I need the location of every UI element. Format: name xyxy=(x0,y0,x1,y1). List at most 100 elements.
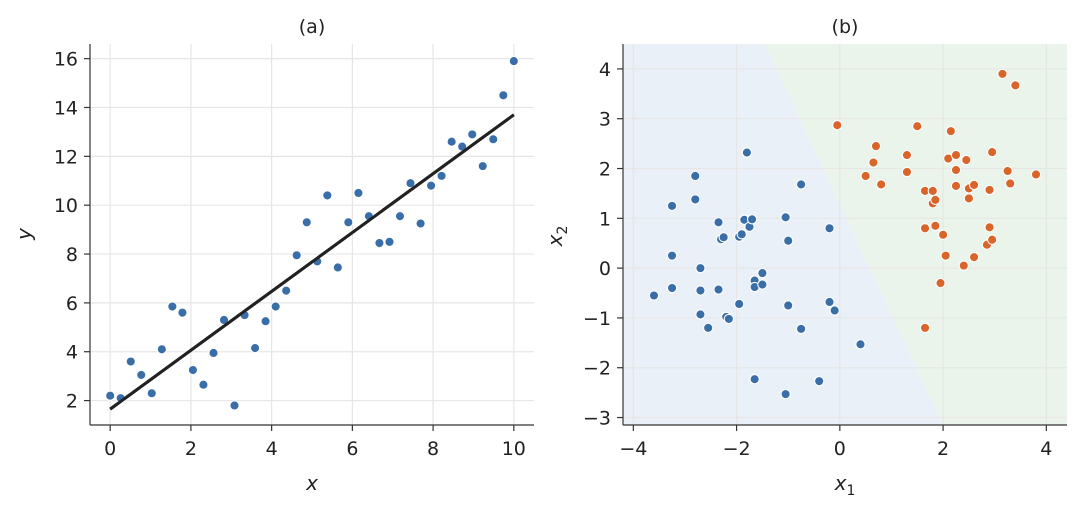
class0-region xyxy=(623,44,944,425)
panel-a-y-tick-label: 4 xyxy=(66,342,78,364)
panel-b-marks xyxy=(648,68,1042,400)
class0-point xyxy=(814,376,825,387)
panel-a-x-tick-label: 6 xyxy=(346,438,358,460)
panel-b-x-tick-label: −2 xyxy=(723,438,751,460)
class1-point xyxy=(912,121,923,132)
class0-point xyxy=(695,285,706,296)
data-point xyxy=(125,356,136,367)
class0-point xyxy=(734,298,745,310)
panel-b-x-tick-label: 2 xyxy=(937,438,949,460)
class1-point xyxy=(997,68,1008,80)
class1-point xyxy=(901,149,913,161)
class1-point xyxy=(919,322,931,334)
class1-point xyxy=(986,146,998,158)
panel-a-x-tick-label: 4 xyxy=(266,438,278,460)
class1-point xyxy=(930,194,941,206)
data-point xyxy=(270,301,281,312)
class0-point xyxy=(666,200,678,212)
class0-point xyxy=(703,322,714,334)
panel-b-title: (b) xyxy=(832,16,859,38)
data-point xyxy=(281,285,292,296)
data-point xyxy=(374,237,385,249)
class0-point xyxy=(829,305,840,316)
data-point xyxy=(105,390,116,401)
panel-b-y-tick-label: 1 xyxy=(599,208,611,230)
panel-a-y-tick-label: 12 xyxy=(54,146,78,168)
data-point xyxy=(436,170,447,182)
panel-b-y-tick-label: 2 xyxy=(599,159,611,181)
class1-point xyxy=(958,260,969,271)
panel-a-y-tick-label: 6 xyxy=(66,293,78,315)
class0-point xyxy=(824,296,835,308)
panel-b-y-tick-label: −2 xyxy=(583,358,611,380)
panel-a-y-axis-label: y xyxy=(12,227,36,241)
class0-point xyxy=(783,235,794,246)
panel-a-y-tick-label: 10 xyxy=(54,195,78,217)
panel-a-x-tick-label: 10 xyxy=(502,438,526,460)
data-point xyxy=(394,211,406,222)
class1-point xyxy=(927,185,938,197)
class1-point xyxy=(875,179,887,190)
panel-a-x-tick-label: 8 xyxy=(427,438,439,460)
data-point xyxy=(498,90,509,101)
class1-point xyxy=(961,154,972,166)
class0-point xyxy=(666,250,678,261)
class0-point xyxy=(736,229,747,240)
class1-point xyxy=(930,220,941,231)
panel-b-y-tick-label: 0 xyxy=(599,258,611,280)
data-point xyxy=(229,400,240,411)
class1-point xyxy=(1010,80,1021,91)
panel-b-decision-regions xyxy=(623,44,1067,425)
data-point xyxy=(446,136,457,147)
class1-point xyxy=(950,164,962,176)
data-point xyxy=(405,178,416,189)
class0-point xyxy=(713,284,724,295)
data-point xyxy=(208,347,219,359)
class0-point xyxy=(695,309,706,320)
data-point xyxy=(467,129,478,140)
class1-point xyxy=(963,193,975,204)
panel-a-x-axis-label: x xyxy=(305,471,318,495)
class0-point xyxy=(855,339,866,350)
data-point xyxy=(249,342,261,354)
panel-b-y-tick-label: 4 xyxy=(599,59,611,81)
class1-point xyxy=(1002,165,1013,177)
class0-point xyxy=(648,290,660,301)
class1-point xyxy=(935,277,946,289)
class1-point xyxy=(940,250,951,261)
panel-a-y-tick-label: 16 xyxy=(54,49,78,71)
data-point xyxy=(260,316,271,327)
class0-point xyxy=(757,279,768,290)
class0-point xyxy=(746,214,758,225)
panel-b-y-tick-label: −1 xyxy=(583,308,611,330)
data-point xyxy=(425,180,437,191)
class1-point xyxy=(870,140,882,152)
class1-point xyxy=(1030,169,1042,180)
data-point xyxy=(508,55,519,67)
data-point xyxy=(488,134,499,145)
data-point xyxy=(332,262,343,273)
class1-point xyxy=(832,120,843,131)
class0-point xyxy=(666,282,678,294)
data-point xyxy=(156,344,167,355)
class0-point xyxy=(723,313,734,325)
data-point xyxy=(167,301,178,312)
data-point xyxy=(291,250,302,261)
panel-a-y-tick-label: 8 xyxy=(66,244,78,266)
panel-a-x-tick-label: 0 xyxy=(104,438,116,460)
class0-point xyxy=(690,194,701,205)
class0-point xyxy=(713,217,724,228)
data-point xyxy=(477,160,488,172)
class0-point xyxy=(795,179,807,190)
data-point xyxy=(177,307,188,318)
class0-point xyxy=(690,170,701,182)
class1-point xyxy=(950,149,962,161)
class1-point xyxy=(984,222,995,233)
data-point xyxy=(322,190,333,201)
class0-point xyxy=(824,223,835,234)
data-point xyxy=(415,218,426,229)
panel-b-x-tick-label: 4 xyxy=(1040,438,1052,460)
data-point xyxy=(384,236,395,247)
data-point xyxy=(353,187,364,199)
panel-a-title: (a) xyxy=(299,16,325,38)
